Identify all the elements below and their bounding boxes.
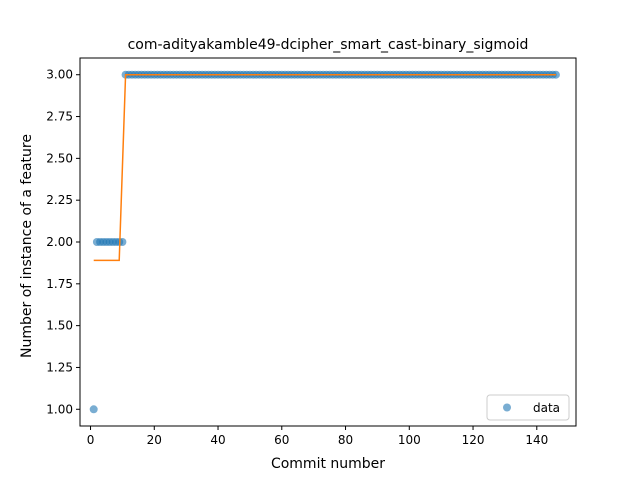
x-tick-label: 140 (525, 433, 548, 447)
y-axis: 1.00 1.25 1.50 1.75 2.00 2.25 2.50 2.75 3.00 (46, 68, 80, 416)
plot-area (79, 57, 577, 427)
x-tick-label: 80 (338, 433, 353, 447)
y-tick-label: 3.00 (46, 68, 73, 82)
legend: data (486, 394, 570, 421)
x-tick-label: 100 (398, 433, 421, 447)
x-axis: 0 20 40 60 80 100 120 140 (87, 426, 548, 447)
x-tick-label: 40 (210, 433, 225, 447)
data-point (89, 405, 98, 414)
y-tick-label: 2.50 (46, 151, 73, 165)
y-axis-label: Number of instance of a feature (19, 134, 35, 358)
x-axis-label: Commit number (271, 456, 385, 472)
x-tick-label: 0 (87, 433, 95, 447)
y-tick-label: 1.25 (46, 360, 73, 374)
legend-box (486, 394, 570, 421)
x-tick-label: 120 (462, 433, 485, 447)
legend-label: data (533, 401, 560, 415)
y-tick-label: 1.75 (46, 277, 73, 291)
y-tick-label: 2.00 (46, 235, 73, 249)
fit-line (93, 73, 556, 262)
legend-marker (503, 403, 511, 412)
x-tick-label: 60 (274, 433, 289, 447)
y-tick-label: 2.75 (46, 110, 73, 124)
y-tick-label: 1.50 (46, 319, 73, 333)
x-tick-label: 20 (147, 433, 162, 447)
y-tick-label: 1.00 (46, 402, 73, 416)
y-tick-label: 2.25 (46, 193, 73, 207)
chart-title: com-adityakamble49-dcipher_smart_cast-bi… (128, 37, 529, 53)
